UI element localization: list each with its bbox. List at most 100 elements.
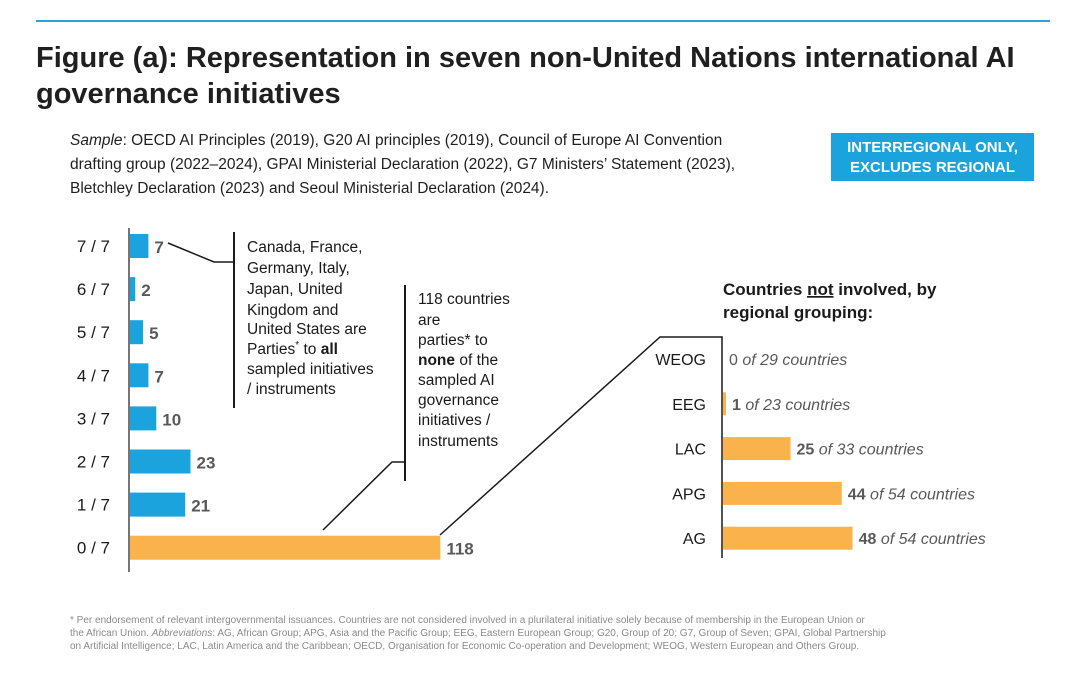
left-category-label: 2 / 7	[77, 453, 110, 472]
sample-label: Sample	[70, 132, 123, 149]
g7-line-3: Japan, United	[247, 281, 343, 298]
right-bar	[723, 481, 842, 505]
footnote-line-2-pre: the African Union.	[70, 628, 152, 639]
right-value-number: 44	[848, 486, 866, 503]
none-line-2: are	[418, 312, 440, 329]
right-value-label: 25 of 33 countries	[797, 442, 924, 459]
right-value-suffix: of 29 countries	[738, 352, 847, 369]
none-line-3: parties* to	[418, 332, 488, 349]
sample-description: Sample: OECD AI Principles (2019), G20 A…	[70, 129, 830, 201]
figure-title: Figure (a): Representation in seven non-…	[36, 40, 1036, 112]
sample-line-3: Bletchley Declaration (2023) and Seoul M…	[70, 180, 550, 197]
right-value-number: 1	[732, 397, 741, 414]
badge-line-1: INTERREGIONAL ONLY,	[847, 139, 1018, 156]
scope-badge: INTERREGIONAL ONLY, EXCLUDES REGIONAL	[831, 133, 1034, 181]
left-bar	[130, 320, 144, 345]
left-bar	[130, 449, 191, 474]
left-bar	[130, 406, 157, 431]
left-category-label: 0 / 7	[77, 539, 110, 558]
left-bar	[130, 492, 186, 517]
right-value-number: 0	[729, 352, 738, 369]
left-category-label: 6 / 7	[77, 280, 110, 299]
footnote-line-1: * Per endorsement of relevant intergover…	[70, 615, 865, 626]
g7-connector-line	[167, 242, 234, 263]
right-bar	[723, 392, 726, 416]
g7-line-6-mid: to	[299, 341, 321, 358]
right-value-label: 0 of 29 countries	[729, 352, 847, 369]
right-bar	[723, 437, 791, 461]
left-bar	[130, 234, 149, 258]
g7-annotation: Canada, France, Germany, Italy, Japan, U…	[247, 239, 378, 398]
right-value-suffix: of 54 countries	[876, 531, 985, 548]
right-category-label: EEG	[672, 397, 706, 414]
breakdown-title: Countries not involved, by regional grou…	[723, 280, 941, 322]
breakdown-title-underlined: not	[807, 280, 834, 299]
left-bar	[130, 535, 441, 560]
g7-line-6-pre: Parties	[247, 341, 295, 358]
g7-line-1: Canada, France,	[247, 239, 362, 256]
g7-line-6-bold: all	[321, 341, 338, 358]
right-category-label: LAC	[675, 442, 706, 459]
left-category-label: 3 / 7	[77, 409, 110, 428]
breakdown-title-line-2: regional grouping:	[723, 303, 873, 322]
right-value-suffix: of 23 countries	[741, 397, 850, 414]
right-bar	[723, 526, 853, 550]
right-value-suffix: of 33 countries	[814, 442, 923, 459]
right-value-suffix: of 54 countries	[866, 486, 975, 503]
none-line-1: 118 countries	[418, 291, 510, 308]
left-category-label: 5 / 7	[77, 323, 110, 342]
footnote-line-2-rest: : AG, African Group; APG, Asia and the P…	[212, 628, 886, 639]
left-bar	[130, 277, 136, 302]
left-bar-group: 7 / 7 7 6 / 7 2 5 / 7 5 4 / 7 7 3 / 7 10 2 / 7 23 1 …	[77, 234, 474, 560]
none-annotation: 118 countries are parties* to none of th…	[418, 291, 514, 450]
g7-line-8: / instruments	[247, 381, 336, 398]
g7-line-2: Germany, Italy,	[247, 260, 350, 277]
right-value-label: 1 of 23 countries	[732, 397, 850, 414]
left-value-label: 118	[446, 540, 473, 559]
breakdown-title-post: involved, by	[834, 280, 938, 299]
sample-line-1: Sample: OECD AI Principles (2019), G20 A…	[70, 129, 830, 153]
g7-line-6-sup: *	[295, 340, 299, 351]
sample-line-2: drafting group (2022–2024), GPAI Ministe…	[70, 156, 736, 173]
abbreviations-label: Abbreviations	[151, 628, 213, 639]
right-value-number: 25	[797, 442, 815, 459]
none-line-7: initiatives /	[418, 412, 491, 429]
right-category-label: AG	[683, 531, 706, 548]
breakdown-title-pre: Countries	[723, 280, 807, 299]
left-value-label: 2	[141, 281, 150, 300]
left-value-label: 21	[191, 497, 210, 516]
left-value-label: 7	[154, 367, 163, 386]
left-value-label: 7	[154, 238, 163, 257]
left-value-label: 10	[162, 410, 181, 429]
none-line-6: governance	[418, 392, 499, 409]
left-category-label: 1 / 7	[77, 496, 110, 515]
none-line-5: sampled AI	[418, 372, 495, 389]
right-bar-group: WEOG 0 of 29 countries EEG 1 of 23 countrie…	[655, 352, 986, 550]
left-category-label: 7 / 7	[77, 237, 110, 256]
right-category-label: APG	[672, 486, 706, 503]
sample-line-1-text: : OECD AI Principles (2019), G20 AI prin…	[122, 132, 723, 149]
none-line-8: instruments	[418, 433, 498, 450]
none-line-4-bold: none	[418, 352, 455, 369]
left-category-label: 4 / 7	[77, 366, 110, 385]
top-rule	[36, 20, 1050, 22]
right-value-label: 48 of 54 countries	[859, 531, 986, 548]
none-connector-line	[322, 461, 405, 531]
title-line-1: Figure (a): Representation in seven non-…	[36, 42, 1015, 74]
g7-line-4: Kingdom and	[247, 302, 338, 319]
g7-line-5: United States are	[247, 321, 367, 338]
breakdown-connector	[439, 336, 723, 558]
footnote: * Per endorsement of relevant intergover…	[70, 614, 1030, 653]
right-category-label: WEOG	[655, 352, 706, 369]
right-value-label: 44 of 54 countries	[848, 486, 975, 503]
footnote-line-2: the African Union. Abbreviations: AG, Af…	[70, 627, 1030, 640]
left-value-label: 23	[196, 454, 215, 473]
footnote-line-3: on Artificial Intelligence; LAC, Latin A…	[70, 641, 860, 652]
title-line-2: governance initiatives	[36, 78, 341, 110]
g7-line-7: sampled initiatives	[247, 361, 374, 378]
badge-line-2: EXCLUDES REGIONAL	[849, 159, 1015, 176]
left-bar	[130, 363, 149, 388]
left-value-label: 5	[149, 324, 158, 343]
right-value-number: 48	[859, 531, 877, 548]
